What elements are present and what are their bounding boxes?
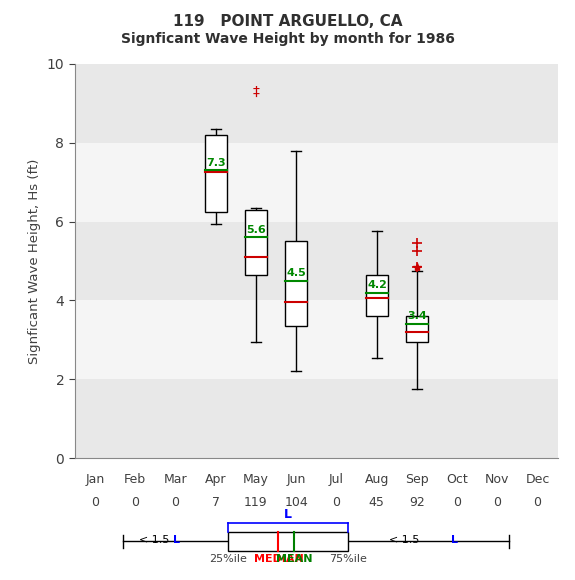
Bar xyxy=(205,135,227,212)
Text: < 1.5: < 1.5 xyxy=(389,535,423,545)
Text: Sep: Sep xyxy=(405,473,429,485)
Text: 92: 92 xyxy=(409,496,425,509)
Bar xyxy=(75,64,558,143)
Text: Feb: Feb xyxy=(124,473,146,485)
Text: 0: 0 xyxy=(332,496,340,509)
Text: < 1.5: < 1.5 xyxy=(140,535,174,545)
Text: 7.3: 7.3 xyxy=(206,158,226,168)
Text: 104: 104 xyxy=(284,496,308,509)
Bar xyxy=(75,222,558,300)
Text: 0: 0 xyxy=(493,496,501,509)
Text: 0: 0 xyxy=(453,496,461,509)
Text: ‡: ‡ xyxy=(252,85,259,99)
Text: Aug: Aug xyxy=(365,473,389,485)
Text: 5.6: 5.6 xyxy=(247,224,266,234)
Text: 0: 0 xyxy=(91,496,99,509)
Text: 7: 7 xyxy=(212,496,220,509)
Text: L: L xyxy=(451,535,458,545)
Text: 0: 0 xyxy=(171,496,179,509)
Bar xyxy=(245,210,267,275)
Y-axis label: Signficant Wave Height, Hs (ft): Signficant Wave Height, Hs (ft) xyxy=(28,158,41,364)
Bar xyxy=(75,143,558,222)
Text: Dec: Dec xyxy=(526,473,550,485)
Text: 4.2: 4.2 xyxy=(367,280,387,290)
Text: L: L xyxy=(284,508,292,521)
Text: Jun: Jun xyxy=(286,473,306,485)
Text: 119: 119 xyxy=(244,496,268,509)
Text: 25%ile: 25%ile xyxy=(209,554,247,564)
Text: Apr: Apr xyxy=(205,473,227,485)
Text: 75%ile: 75%ile xyxy=(329,554,367,564)
Text: 3.4: 3.4 xyxy=(408,311,427,321)
Bar xyxy=(285,241,307,326)
Text: Jul: Jul xyxy=(329,473,344,485)
Bar xyxy=(228,532,348,551)
Text: Mar: Mar xyxy=(163,473,187,485)
Text: Signficant Wave Height by month for 1986: Signficant Wave Height by month for 1986 xyxy=(121,32,454,46)
Text: Jan: Jan xyxy=(85,473,105,485)
Text: 119   POINT ARGUELLO, CA: 119 POINT ARGUELLO, CA xyxy=(172,14,402,30)
Text: L: L xyxy=(174,535,181,545)
Text: Oct: Oct xyxy=(446,473,468,485)
Text: MEDIAN: MEDIAN xyxy=(254,554,303,564)
Text: May: May xyxy=(243,473,269,485)
Text: 4.5: 4.5 xyxy=(287,268,306,278)
Text: 0: 0 xyxy=(534,496,542,509)
Bar xyxy=(406,316,428,342)
Text: 45: 45 xyxy=(369,496,385,509)
Text: Nov: Nov xyxy=(485,473,509,485)
Bar xyxy=(366,275,388,316)
Text: 0: 0 xyxy=(131,496,139,509)
Bar xyxy=(75,300,558,379)
Text: MEAN: MEAN xyxy=(276,554,312,564)
Bar xyxy=(75,379,558,458)
